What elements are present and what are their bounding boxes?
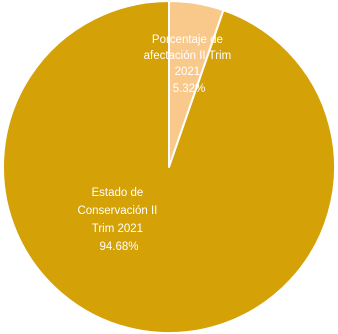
slice-label-affectation: Porcentaje de afectación II Trim 2021 5.…	[144, 34, 235, 95]
slice-label-conservation: Estado de Conservación II Trim 2021 94.6…	[77, 187, 160, 253]
